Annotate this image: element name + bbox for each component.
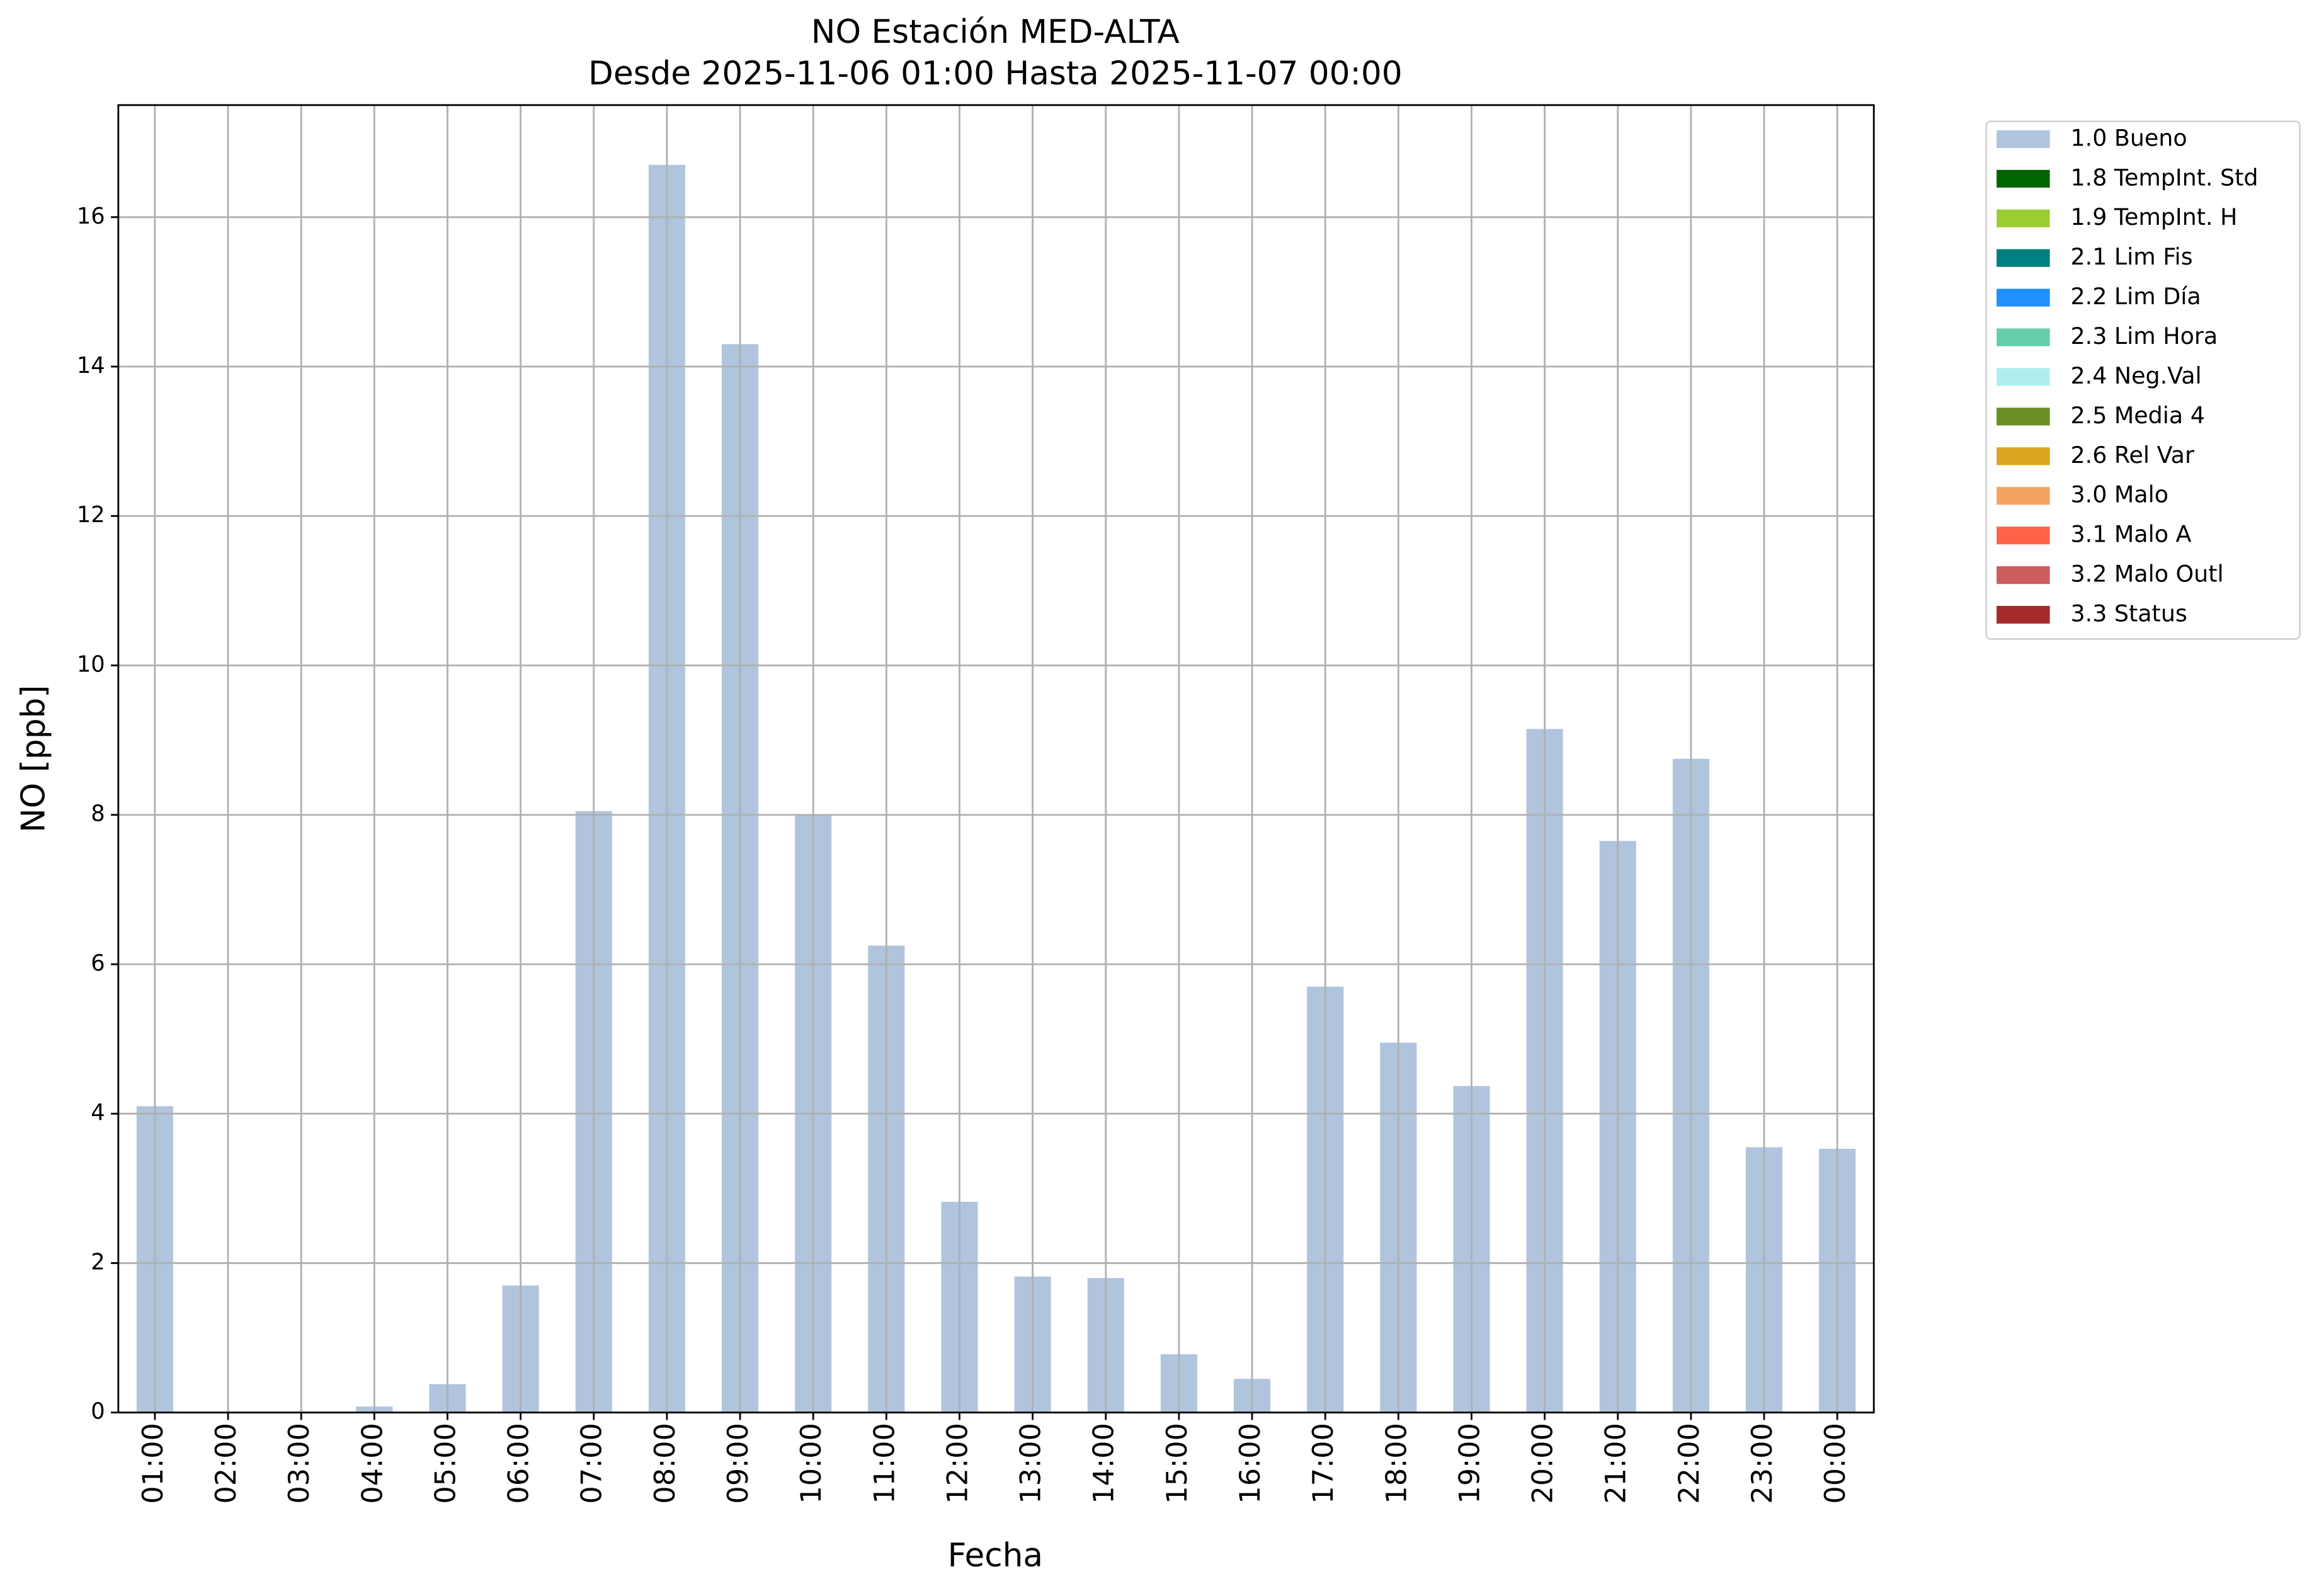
plot-frame: [117, 104, 1875, 1414]
legend-label: 2.6 Rel Var: [2071, 442, 2194, 469]
legend-swatch: [1997, 408, 2050, 426]
legend-label: 3.0 Malo: [2071, 481, 2168, 508]
legend-swatch: [1997, 130, 2050, 148]
chart-subtitle: Desde 2025-11-06 01:00 Hasta 2025-11-07 …: [588, 55, 1403, 93]
x-tick-label: 22:00: [1673, 1423, 1706, 1504]
legend-label: 1.9 TempInt. H: [2071, 203, 2238, 231]
x-tick-label: 12:00: [941, 1423, 974, 1504]
legend-label: 1.0 Bueno: [2071, 124, 2187, 151]
legend-swatch: [1997, 368, 2050, 386]
legend-swatch: [1997, 169, 2050, 188]
y-tick-label: 2: [91, 1249, 105, 1275]
x-tick-label: 21:00: [1600, 1423, 1632, 1504]
x-axis-label: Fecha: [948, 1537, 1043, 1575]
legend-swatch: [1997, 447, 2050, 465]
x-tick-label: 14:00: [1088, 1423, 1120, 1504]
legend-swatch: [1997, 487, 2050, 505]
y-tick-label: 14: [77, 353, 105, 379]
x-tick-label: 19:00: [1453, 1423, 1486, 1504]
y-tick-label: 6: [91, 950, 105, 976]
x-tick-label: 17:00: [1307, 1423, 1340, 1504]
legend-label: 3.1 Malo A: [2071, 521, 2192, 548]
y-axis-label: NO [ppb]: [14, 685, 52, 833]
x-tick-label: 23:00: [1746, 1423, 1779, 1504]
y-tick-label: 10: [77, 651, 105, 677]
x-tick-label: 01:00: [137, 1423, 169, 1504]
x-tick-label: 00:00: [1819, 1423, 1852, 1504]
legend-label: 2.3 Lim Hora: [2071, 322, 2218, 350]
chart-title: NO Estación MED-ALTA: [811, 13, 1180, 51]
legend-label: 2.2 Lim Día: [2071, 283, 2201, 310]
legend-swatch: [1997, 328, 2050, 346]
x-tick-label: 20:00: [1527, 1423, 1559, 1504]
legend-swatch: [1997, 209, 2050, 227]
legend-label: 2.4 Neg.Val: [2071, 362, 2202, 389]
y-tick-label: 0: [91, 1399, 105, 1425]
legend-label: 2.1 Lim Fis: [2071, 243, 2193, 270]
legend-label: 3.3 Status: [2071, 600, 2187, 627]
legend-label: 2.5 Media 4: [2071, 402, 2205, 429]
y-tick-label: 16: [77, 203, 105, 229]
legend-label: 1.8 TempInt. Std: [2071, 164, 2259, 191]
y-tick-label: 4: [91, 1100, 105, 1126]
y-tick-label: 8: [91, 801, 105, 827]
x-tick-label: 16:00: [1234, 1423, 1267, 1504]
x-tick-label: 09:00: [722, 1423, 755, 1504]
x-tick-label: 02:00: [210, 1423, 242, 1504]
x-tick-label: 04:00: [356, 1423, 389, 1504]
x-tick-label: 18:00: [1380, 1423, 1413, 1504]
x-tick-label: 07:00: [576, 1423, 608, 1504]
legend-swatch: [1997, 527, 2050, 545]
x-tick-label: 10:00: [795, 1423, 828, 1504]
x-tick-label: 11:00: [868, 1423, 901, 1504]
x-tick-label: 13:00: [1015, 1423, 1047, 1504]
x-tick-label: 05:00: [429, 1423, 462, 1504]
x-tick-label: 06:00: [503, 1423, 535, 1504]
y-tick-label: 12: [77, 502, 105, 528]
legend-swatch: [1997, 566, 2050, 584]
legend-box: [1985, 120, 2301, 640]
legend-swatch: [1997, 288, 2050, 307]
x-tick-label: 08:00: [649, 1423, 681, 1504]
legend-swatch: [1997, 605, 2050, 624]
legend-swatch: [1997, 249, 2050, 267]
x-tick-label: 03:00: [283, 1423, 316, 1504]
legend-label: 3.2 Malo Outl: [2071, 561, 2224, 588]
x-tick-label: 15:00: [1161, 1423, 1194, 1504]
